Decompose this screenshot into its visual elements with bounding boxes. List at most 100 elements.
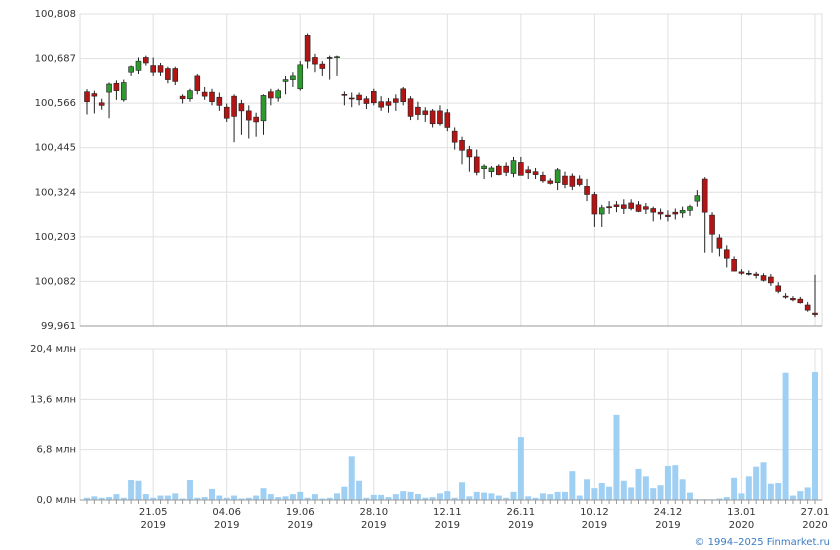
volume-bar bbox=[311, 494, 318, 500]
volume-bar bbox=[172, 493, 179, 500]
volume-bar bbox=[363, 497, 370, 500]
x-tick-year: 2019 bbox=[435, 520, 460, 531]
candle-body bbox=[510, 160, 517, 174]
x-tick-year: 2019 bbox=[508, 520, 533, 531]
candle-body bbox=[275, 90, 281, 99]
candle-body bbox=[297, 64, 304, 90]
x-tick-label: 10.12 bbox=[580, 507, 609, 518]
candle-body bbox=[113, 82, 120, 91]
volume-bar bbox=[135, 480, 142, 500]
candle-body bbox=[304, 35, 311, 62]
candle-body bbox=[201, 91, 208, 97]
y-tick-label: 20,4 млн bbox=[30, 344, 76, 355]
volume-bar bbox=[650, 488, 657, 500]
candle-body bbox=[128, 66, 134, 73]
candle-body bbox=[400, 88, 407, 102]
candle-body bbox=[459, 140, 465, 151]
volume-bar bbox=[304, 497, 311, 500]
candle-body bbox=[312, 57, 318, 65]
volume-bar bbox=[598, 482, 605, 500]
candle-body bbox=[790, 298, 796, 301]
volume-bar bbox=[812, 371, 818, 500]
candle-body bbox=[473, 156, 480, 173]
volume-bar bbox=[319, 498, 326, 500]
candle-body bbox=[245, 110, 252, 121]
candle-body bbox=[540, 175, 546, 182]
candle-body bbox=[797, 298, 804, 304]
y-tick-label: 6,8 млн bbox=[36, 445, 76, 456]
volume-bar bbox=[745, 476, 752, 500]
x-tick-label: 13.01 bbox=[727, 507, 756, 518]
y-tick-label: 13,6 млн bbox=[30, 394, 76, 405]
candle-body bbox=[532, 171, 539, 175]
candle-body bbox=[481, 165, 487, 170]
candle-body bbox=[760, 275, 767, 281]
candle-body bbox=[562, 175, 568, 185]
volume-bar bbox=[392, 494, 399, 500]
volume-bar bbox=[157, 495, 164, 500]
candle-body bbox=[334, 56, 340, 59]
candle-body bbox=[701, 178, 708, 213]
candle-body bbox=[657, 211, 664, 215]
candle-body bbox=[804, 304, 811, 311]
volume-bar bbox=[422, 497, 429, 500]
candle-body bbox=[268, 91, 274, 99]
candle-body bbox=[385, 101, 392, 106]
volume-bar bbox=[231, 495, 238, 500]
volume-bar bbox=[253, 495, 260, 500]
candle-body bbox=[584, 186, 590, 195]
x-tick-year: 2019 bbox=[214, 520, 239, 531]
volume-bar bbox=[356, 480, 363, 500]
candle-body bbox=[768, 276, 774, 284]
volume-bar bbox=[84, 497, 90, 500]
volume-bar bbox=[760, 462, 767, 500]
candle-body bbox=[216, 96, 223, 106]
volume-bar bbox=[429, 497, 436, 500]
x-tick-year: 2020 bbox=[729, 520, 754, 531]
volume-bar bbox=[657, 485, 664, 500]
candle-body bbox=[621, 204, 627, 209]
volume-bar bbox=[620, 480, 627, 500]
candle-body bbox=[665, 214, 671, 217]
x-tick-label: 04.06 bbox=[212, 507, 241, 518]
volume-bar bbox=[664, 465, 671, 500]
candle-body bbox=[495, 165, 502, 175]
volume-bar bbox=[591, 488, 598, 500]
candle-body bbox=[393, 98, 399, 103]
y-tick-label: 100,324 bbox=[35, 187, 76, 198]
volume-bar bbox=[98, 497, 105, 500]
candle-body bbox=[444, 112, 451, 128]
volume-bar bbox=[738, 493, 745, 500]
x-tick-year: 2020 bbox=[802, 520, 827, 531]
candle-body bbox=[812, 312, 818, 315]
volume-bar bbox=[106, 497, 113, 500]
volume-bar bbox=[672, 465, 679, 500]
plot-frame bbox=[79, 348, 823, 501]
candle-body bbox=[576, 178, 583, 185]
x-tick-label: 21.05 bbox=[139, 507, 168, 518]
candle-body bbox=[753, 273, 759, 276]
volume-bar bbox=[495, 495, 502, 500]
candle-body bbox=[260, 95, 267, 122]
y-tick-label: 100,445 bbox=[35, 143, 76, 154]
x-tick-label: 19.06 bbox=[286, 507, 315, 518]
candle-body bbox=[451, 130, 458, 143]
candle-body bbox=[143, 57, 149, 64]
candle-body bbox=[547, 180, 554, 184]
candle-body bbox=[650, 208, 657, 213]
candle-body bbox=[223, 106, 230, 119]
volume-bar bbox=[606, 486, 613, 500]
volume-bar bbox=[561, 491, 568, 500]
candle-body bbox=[194, 75, 201, 91]
volume-bar bbox=[201, 497, 208, 500]
candle-body bbox=[731, 259, 737, 272]
candle-body bbox=[91, 93, 98, 97]
volume-bar bbox=[348, 456, 355, 500]
candle-body bbox=[782, 295, 789, 298]
candle-body bbox=[253, 116, 259, 123]
candle-body bbox=[746, 273, 752, 275]
candle-body bbox=[356, 94, 362, 101]
volume-bar bbox=[679, 479, 686, 500]
candle-body bbox=[716, 237, 723, 249]
